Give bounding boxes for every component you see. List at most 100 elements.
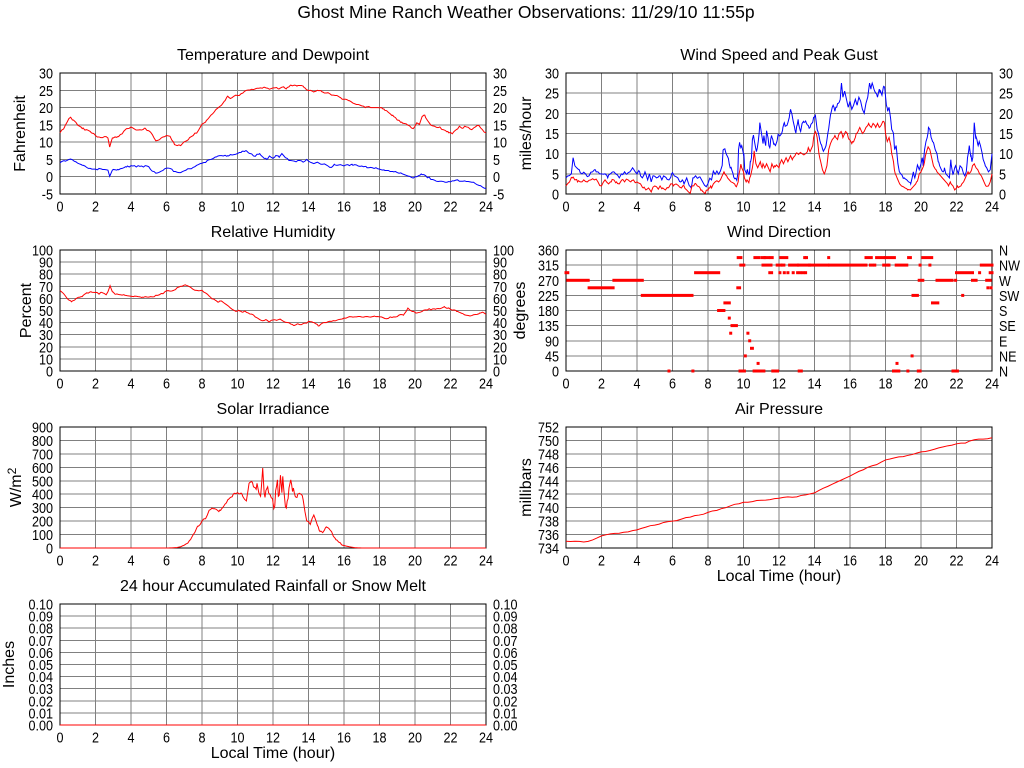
x-tick-label: 8 [198, 728, 205, 745]
x-tick-label: 10 [736, 551, 750, 568]
x-tick-label: 22 [443, 197, 457, 214]
x-tick-label: 18 [878, 197, 892, 214]
wind-direction-mark [884, 256, 896, 260]
y-tick-label: 180 [538, 302, 559, 319]
y-tick-label-right: 0.04 [493, 668, 518, 685]
wind-direction-mark [640, 293, 694, 297]
y-tick-label: 0 [46, 539, 53, 556]
wind-direction-mark [928, 263, 932, 267]
compass-label: SW [999, 287, 1020, 304]
y-tick-label-right: 0.03 [493, 680, 518, 697]
x-tick-label: 8 [704, 374, 711, 391]
wind-direction-mark [804, 271, 808, 275]
wind-direction-mark [736, 256, 743, 260]
x-tick-label: 24 [479, 551, 493, 568]
series-dewpoint [59, 150, 487, 189]
wind-direction-mark [827, 256, 831, 260]
y-tick-label: 300 [32, 499, 53, 516]
y-tick-label-right: 20 [493, 338, 507, 355]
wind-direction-mark [587, 286, 615, 290]
wind-direction-mark [763, 256, 771, 260]
wind-direction-mark [761, 263, 773, 267]
x-tick-label: 4 [127, 374, 134, 391]
x-tick-label: 14 [301, 551, 315, 568]
x-tick-label: 14 [807, 197, 821, 214]
wind-direction-mark [727, 316, 731, 320]
x-tick-label: 8 [198, 374, 205, 391]
plot-border-relative-humidity [59, 249, 487, 372]
y-tick-label-right: 0.08 [493, 620, 518, 637]
y-tick-label: 30 [39, 64, 53, 81]
y-tick-label: 25 [39, 82, 53, 99]
wind-direction-mark [667, 369, 671, 373]
y-tick-label-right: 20 [493, 99, 507, 116]
x-tick-label: 10 [736, 374, 750, 391]
wind-direction-mark [803, 256, 807, 260]
y-tick-label-right: 90 [493, 254, 507, 271]
x-axis-label-rainfall: Local Time (hour) [211, 745, 336, 762]
x-tick-label: 12 [266, 374, 280, 391]
y-tick-label: 736 [538, 526, 559, 543]
y-tick-label-right: 10 [493, 134, 507, 151]
wind-direction-mark [906, 369, 910, 373]
y-tick-label: 60 [39, 290, 53, 307]
y-tick-label-right: 20 [999, 105, 1013, 122]
plot-border-wind-speed-gust [565, 72, 993, 195]
x-axis-label-air-pressure: Local Time (hour) [717, 568, 842, 585]
y-tick-label: 50 [39, 302, 53, 319]
wind-direction-mark [566, 278, 590, 282]
wind-direction-mark [910, 354, 914, 358]
y-tick-label-right: 0.01 [493, 704, 518, 721]
wind-direction-mark [798, 271, 802, 275]
y-tick-label: 752 [538, 418, 559, 435]
y-tick-label-right: 15 [999, 125, 1013, 142]
page-title: Ghost Mine Ranch Weather Observations: 1… [297, 2, 755, 22]
wind-direction-mark [782, 271, 786, 275]
y-axis-label-air-pressure: millibars [518, 458, 535, 517]
x-tick-label: 6 [163, 197, 170, 214]
x-tick-label: 12 [266, 728, 280, 745]
y-tick-label-right: 50 [493, 302, 507, 319]
wind-direction-mark [791, 271, 795, 275]
series-temperature [59, 84, 487, 148]
wind-direction-mark [916, 369, 922, 373]
x-tick-label: 4 [633, 374, 640, 391]
wind-direction-mark [797, 369, 803, 373]
y-tick-label-right: 30 [999, 64, 1013, 81]
x-tick-label: 16 [337, 374, 351, 391]
y-tick-label: 0 [552, 185, 559, 202]
x-tick-label: 0 [562, 197, 569, 214]
wind-direction-mark [894, 263, 909, 267]
wind-direction-mark [808, 263, 830, 267]
wind-direction-mark [796, 271, 800, 275]
x-tick-label: 24 [985, 551, 999, 568]
y-tick-label-right: 5 [493, 151, 500, 168]
x-tick-label: 20 [914, 197, 928, 214]
y-tick-label-right: 25 [493, 82, 507, 99]
x-tick-label: 20 [914, 374, 928, 391]
x-tick-label: 2 [598, 197, 605, 214]
y-tick-label: 70 [39, 278, 53, 295]
y-tick-label: 90 [545, 332, 559, 349]
x-tick-label: 16 [337, 197, 351, 214]
gridlines-solar-irradiance [60, 427, 486, 548]
gridlines-rainfall [60, 604, 486, 725]
y-tick-label: 742 [538, 486, 559, 503]
y-tick-label: 0.10 [28, 595, 53, 612]
y-tick-label: 746 [538, 459, 559, 476]
x-tick-label: 20 [408, 374, 422, 391]
y-tick-label: 800 [32, 432, 53, 449]
x-tick-label: 0 [56, 728, 63, 745]
x-tick-label: 0 [56, 374, 63, 391]
y-tick-label: 600 [32, 459, 53, 476]
y-tick-label: 0.05 [28, 656, 53, 673]
wind-direction-mark [961, 293, 965, 297]
y-tick-label: 135 [538, 317, 559, 334]
y-tick-label-right: 0.06 [493, 644, 518, 661]
x-tick-label: 14 [807, 374, 821, 391]
wind-direction-mark [739, 263, 746, 267]
